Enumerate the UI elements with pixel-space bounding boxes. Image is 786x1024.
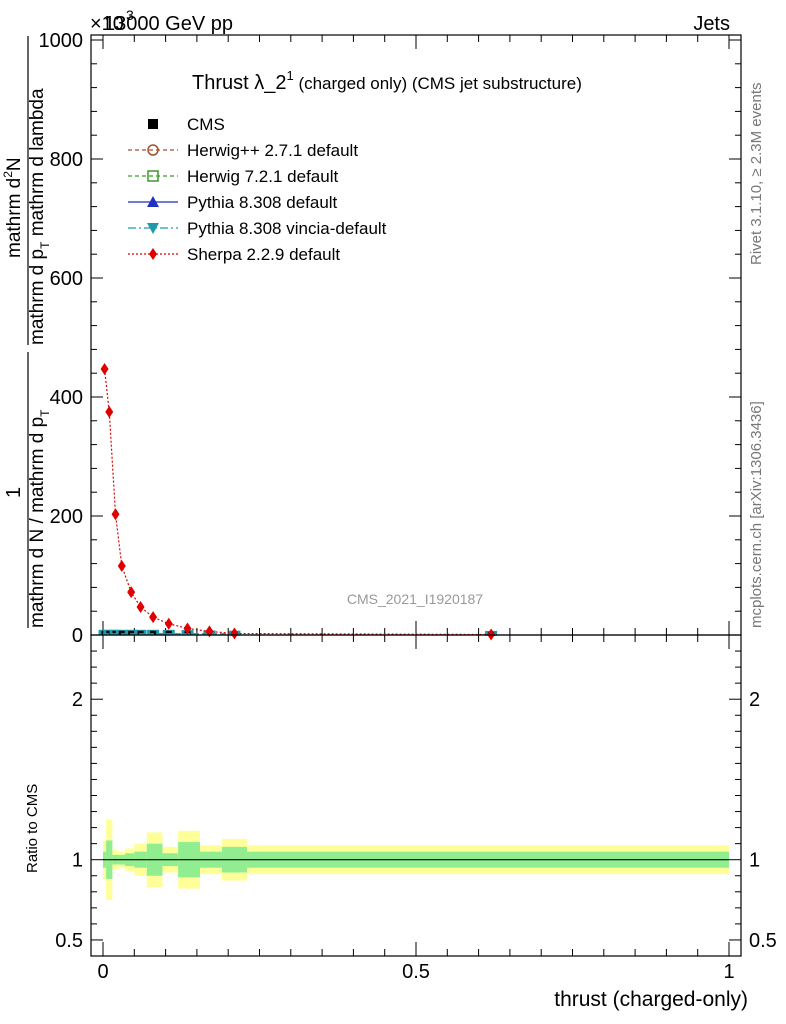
title-sup: 1 <box>286 68 293 83</box>
legend-label-1: Herwig++ 2.7.1 default <box>187 141 358 160</box>
ratio-y-tick-label: 1 <box>72 850 83 872</box>
cms-data-point <box>106 630 113 635</box>
x-tick-label: 0 <box>97 961 108 983</box>
analysis-watermark: CMS_2021_I1920187 <box>347 591 483 607</box>
sherpa-point <box>100 363 109 376</box>
ratio-y-tick-label: 2 <box>72 689 83 711</box>
sherpa-point <box>149 611 158 624</box>
main-y-tick-label: 600 <box>50 268 83 290</box>
sherpa-point <box>111 508 120 521</box>
y-label-right-den: mathrm d p <box>27 249 48 345</box>
legend-marker-3 <box>147 196 159 207</box>
legend-marker-5 <box>149 248 157 260</box>
rivet-label: Rivet 3.1.10, ≥ 2.3M events <box>748 83 765 266</box>
y-label-right-main: mathrm d <box>4 178 25 258</box>
y-label-right-den-sub: T <box>38 241 52 249</box>
legend-label-2: Herwig 7.2.1 default <box>187 167 338 186</box>
sherpa-point <box>117 559 126 572</box>
main-plot: 0 200 400 600 800 1000 CMS Herwig++ 2.7.1 defau… <box>39 30 742 647</box>
sherpa-point <box>164 617 173 630</box>
exponent-prefix: ×10 <box>90 13 124 35</box>
main-y-label: 1 mathrm d N / mathrm d pT mathrm d2N ma… <box>1 36 52 628</box>
ratio-frame <box>90 634 742 957</box>
main-y-tick-label: 200 <box>50 506 83 528</box>
legend-label-4: Pythia 8.308 vincia-default <box>187 219 387 238</box>
cms-data-point <box>137 630 144 635</box>
legend-label-3: Pythia 8.308 default <box>187 193 338 212</box>
x-tick-label: 0.5 <box>402 961 430 983</box>
main-y-tick-label: 0 <box>72 625 83 647</box>
sherpa-line <box>103 368 492 636</box>
legend-marker-1 <box>147 144 159 156</box>
sherpa-point <box>205 625 214 638</box>
jets-tag: Jets <box>693 13 730 35</box>
sherpa-point <box>136 601 145 614</box>
legend-marker-2 <box>147 170 159 182</box>
y-label-den-text: mathrm d N / mathrm d p <box>27 417 48 628</box>
y-label-denominator: mathrm d N / mathrm d pT <box>27 409 52 628</box>
y-label-right-numerator: mathrm d2N <box>1 157 25 258</box>
sherpa-point <box>230 627 239 640</box>
x-axis-label: thrust (charged-only) <box>554 988 748 1011</box>
legend-marker-4 <box>147 223 159 234</box>
ratio-y-tick-label-right: 2 <box>749 689 760 711</box>
sherpa-point <box>127 586 136 599</box>
main-y-tick-label: 400 <box>50 387 83 409</box>
ratio-y-tick-label-right: 1 <box>749 850 760 872</box>
y-label-right-denominator: mathrm d pT mathrm d lambda <box>27 88 52 345</box>
plot-title: Thrust λ_21 (charged only) (CMS jet subs… <box>192 68 582 94</box>
main-y-tick-label: 800 <box>50 149 83 171</box>
y-label-right-den-rest: mathrm d lambda <box>27 88 48 242</box>
ratio-y-label: Ratio to CMS <box>24 784 41 873</box>
cms-data-point <box>118 630 125 635</box>
mcplots-label: mcplots.cern.ch [arXiv:1306.3436] <box>748 401 765 628</box>
process-label: 13000 GeV pp <box>104 13 233 35</box>
main-y-tick-label: 1000 <box>39 30 84 52</box>
ratio-y-tick-label: 0.5 <box>55 930 83 952</box>
y-label-numerator-one: 1 <box>3 487 25 498</box>
title-main: Thrust λ_2 <box>192 72 286 94</box>
x-tick-label: 1 <box>723 961 734 983</box>
cms-data-point <box>150 630 157 635</box>
title-rest: (charged only) (CMS jet substructure) <box>294 74 582 93</box>
sherpa-point <box>183 622 192 635</box>
y-label-right-sup: 2 <box>1 171 15 178</box>
sherpa-point <box>105 405 114 418</box>
legend-label-5: Sherpa 2.2.9 default <box>187 245 340 264</box>
ratio-plot: 0.5 0.5 1 1 2 2 0 0.5 1 <box>55 634 777 983</box>
y-label-den-sub: T <box>38 409 52 417</box>
cms-data-point <box>128 630 135 635</box>
y-label-right-rest: N <box>4 157 25 171</box>
cms-data-point <box>112 630 119 635</box>
cms-data-point <box>165 630 172 635</box>
ratio-y-tick-label-right: 0.5 <box>749 930 777 952</box>
legend-marker-0 <box>148 119 158 129</box>
legend-label-0: CMS <box>187 115 225 134</box>
y-exponent: 3 <box>126 7 134 23</box>
